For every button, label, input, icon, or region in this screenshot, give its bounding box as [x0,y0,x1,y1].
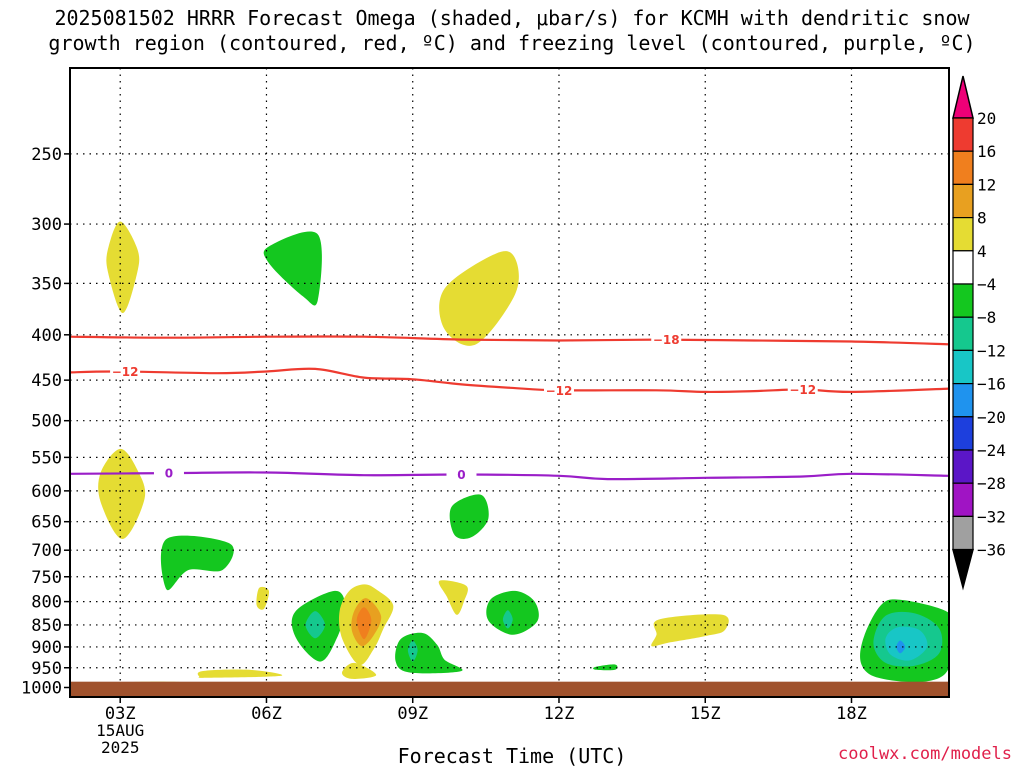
omega-shaded-region [896,640,906,654]
x-axis-label: Forecast Time (UTC) [397,744,627,768]
colorbar-label: −12 [977,341,1006,360]
omega-shaded-region [356,607,372,640]
y-tick-label: 1000 [21,678,62,698]
colorbar-segment [952,482,974,518]
contour-label-background [110,363,141,380]
contour-line [70,471,949,481]
y-tick-label: 800 [31,593,62,613]
omega-shaded-region [438,580,468,615]
contour-label-background [543,382,574,399]
colorbar-label: 12 [977,175,996,194]
y-tick-label: 950 [31,659,62,679]
x-tick-label: 06Z [251,704,282,724]
colorbar-bottom-arrow [952,548,974,591]
y-tick-label: 850 [31,616,62,636]
y-tick-label: 550 [31,448,62,468]
omega-shaded-region [98,448,146,540]
colorbar-segment [952,515,974,551]
contour-line [70,367,949,394]
colorbar-label: −16 [977,375,1006,394]
omega-shaded-region [256,586,270,610]
omega-shaded-region [197,669,283,678]
contour-label-background [153,465,184,482]
y-tick-label: 600 [31,482,62,502]
omega-shaded-region [106,221,140,313]
colorbar-segment [952,449,974,484]
colorbar-segment [952,250,974,285]
footer-credit: coolwx.com/models [838,744,1012,764]
y-tick-label: 500 [31,412,62,432]
y-tick-label: 700 [31,541,62,561]
x-tick-year: 2025 [101,738,140,757]
ground-surface [70,681,949,697]
omega-shaded-region [341,662,377,679]
omega-shaded-region [651,614,729,647]
contour-label: −12 [546,384,573,398]
contour-label: −12 [789,383,816,397]
y-tick-label: 250 [31,145,62,165]
colorbar-label: −4 [977,275,996,294]
colorbar-top-arrow [952,75,974,119]
y-tick-label: 900 [31,638,62,658]
colorbar-segment [952,416,974,451]
colorbar-label: −20 [977,408,1006,427]
contour-label: −12 [112,365,139,379]
omega-shaded-region [305,611,325,639]
y-tick-label: 400 [31,326,62,346]
omega-shaded-region [502,610,513,629]
x-tick-label: 12Z [544,704,575,724]
colorbar-label: −8 [977,308,996,327]
y-tick-label: 300 [31,215,62,235]
colorbar-segment [952,316,974,352]
contour-label-background [446,466,477,483]
y-tick-label: 350 [31,274,62,294]
x-tick-label: 15Z [690,704,721,724]
colorbar-label: −36 [977,541,1006,560]
colorbar-label: 20 [977,109,996,128]
omega-shaded-region [885,626,928,661]
colorbar-label: 16 [977,142,996,161]
colorbar-label: 4 [977,242,987,261]
contour-label: 0 [165,467,173,481]
x-tick-label: 18Z [836,704,867,724]
plot-frame [69,67,950,698]
omega-shaded-region [160,535,234,591]
contour-line [70,335,949,346]
omega-shaded-region [439,251,519,346]
contour-label-background [787,381,818,398]
y-tick-label: 750 [31,568,62,588]
colorbar-label: −24 [977,441,1006,460]
colorbar-label: −32 [977,507,1006,526]
contour-label-background [651,331,682,348]
x-tick-label: 03Z [105,704,136,724]
colorbar-segment [952,150,974,185]
x-tick-date: 15AUG [96,721,144,740]
omega-shaded-region [407,640,418,662]
colorbar-label: 8 [977,209,987,228]
chart-title: 2025081502 HRRR Forecast Omega (shaded, … [48,6,976,55]
contour-label: 0 [457,468,465,482]
y-tick-label: 450 [31,371,62,391]
colorbar-segment [952,383,974,418]
colorbar-segment [952,217,974,252]
x-tick-label: 09Z [397,704,428,724]
colorbar-label: −28 [977,474,1006,493]
omega-shaded-region [263,231,322,306]
omega-shaded-region [593,664,618,671]
colorbar-segment [952,283,974,318]
colorbar-segment [952,349,974,385]
y-tick-label: 650 [31,513,62,533]
omega-shaded-region [449,494,489,539]
contour-label: −18 [653,333,680,347]
colorbar-segment [952,183,974,219]
colorbar-segment [952,117,974,152]
